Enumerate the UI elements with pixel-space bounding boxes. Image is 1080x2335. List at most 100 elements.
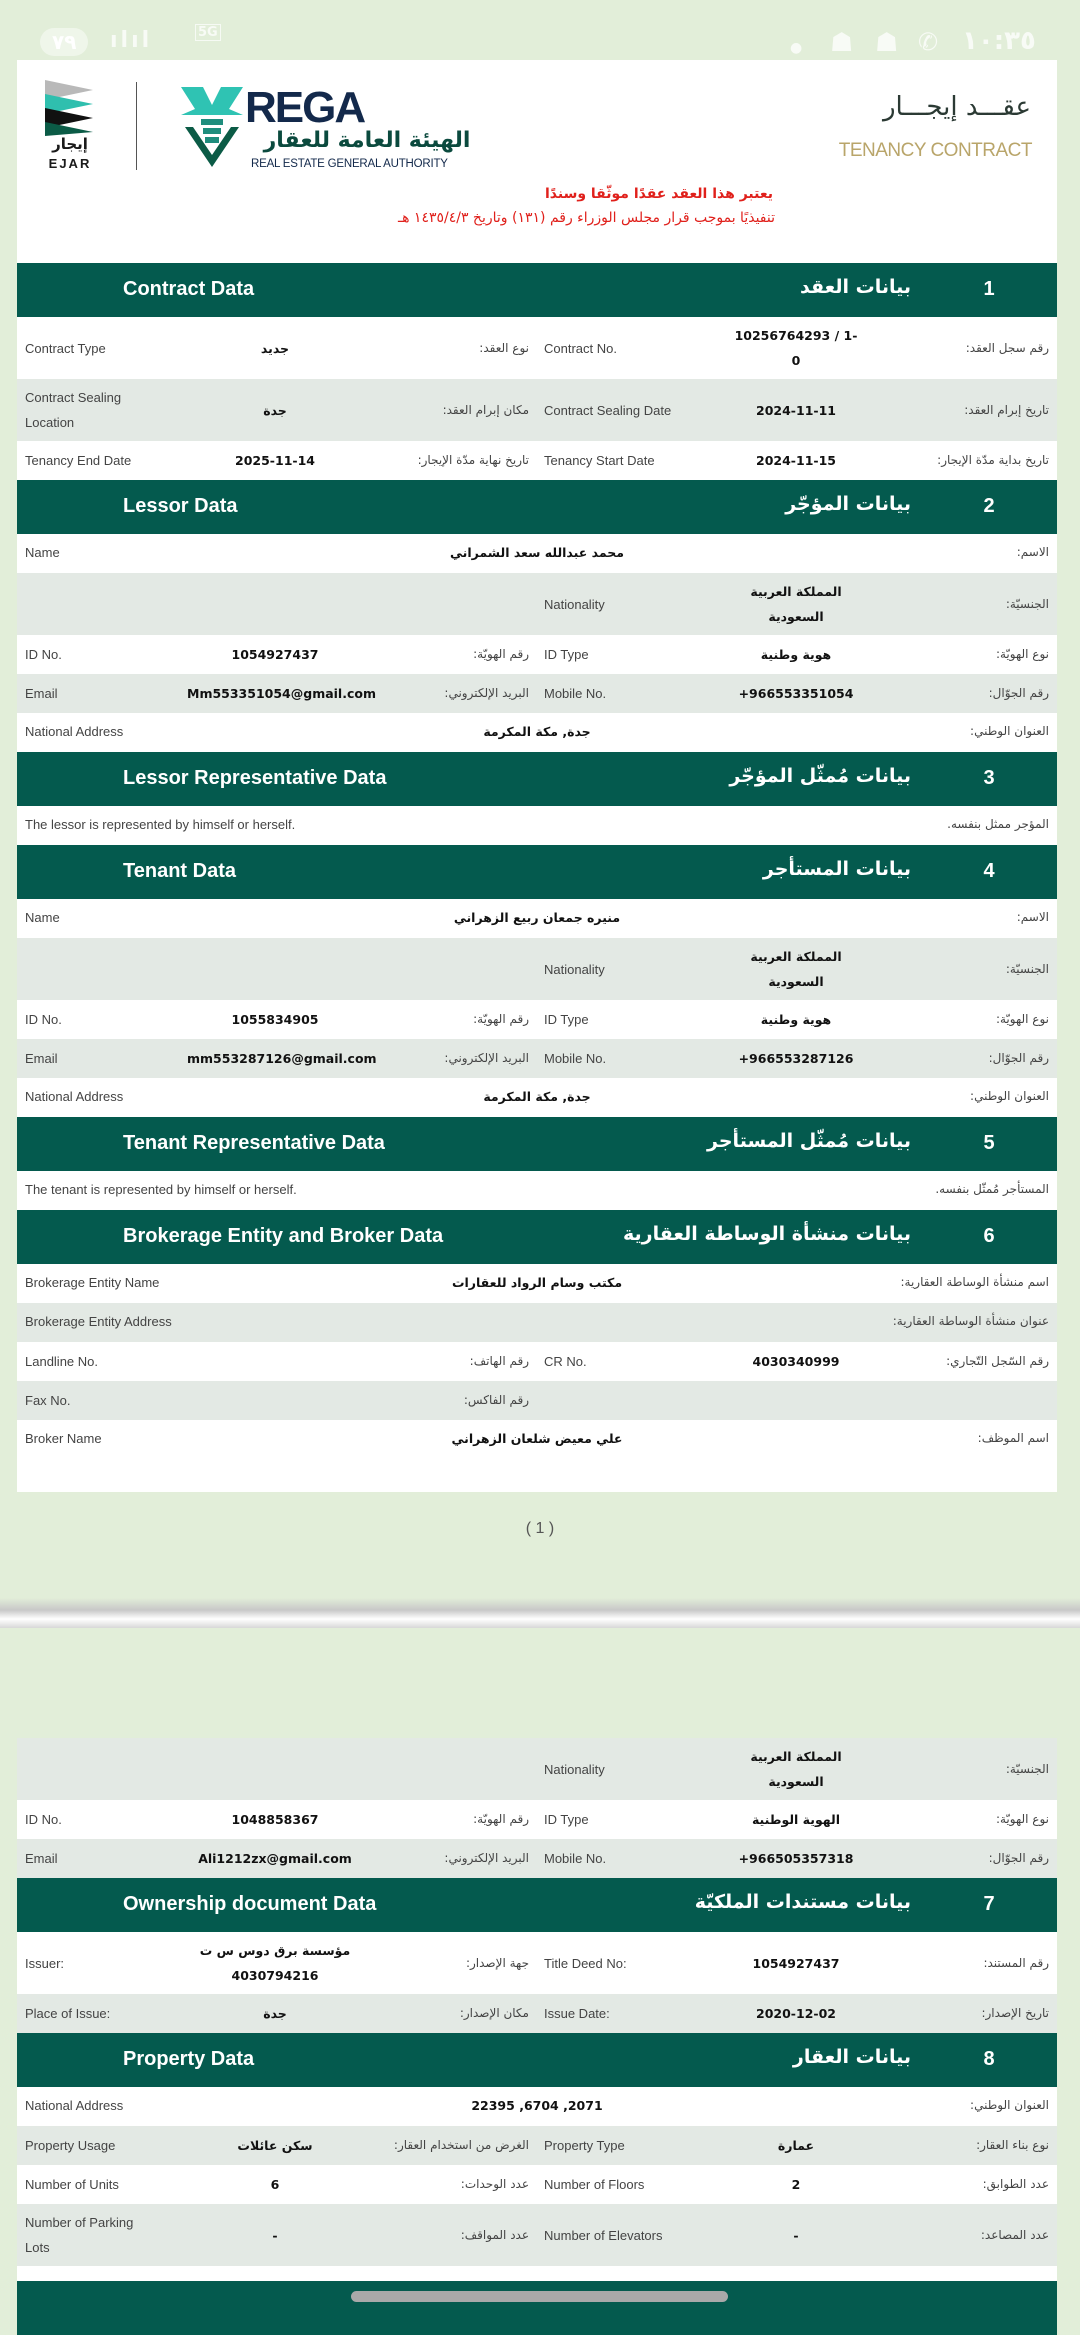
field-label-en: National Address — [25, 724, 124, 739]
rega-emblem-icon — [181, 87, 243, 167]
field-value: 1048858367 — [231, 1812, 319, 1827]
data-row: Brokerage Entity Name مكتب وسام الرواد لل… — [17, 1264, 1057, 1303]
spacer — [1049, 1053, 1057, 1065]
spacer — [1049, 688, 1057, 700]
field-label-en: Mobile No. — [544, 1851, 607, 1866]
field-label-en: Contract Sealing Date — [544, 402, 672, 418]
spacer — [17, 1957, 25, 1969]
spacer — [529, 455, 544, 467]
section-header: Contract Data بيانات العقد 1 — [17, 263, 1057, 317]
spacer — [17, 1053, 25, 1065]
field-value: +966553351054 — [738, 686, 854, 701]
section-title-ar: بيانات مُمثّل المستأجر — [707, 1130, 911, 1152]
section-title-ar: بيانات العقار — [792, 2046, 911, 2068]
field-value: Ali1212zx@gmail.com — [198, 1851, 352, 1866]
field-value: +966505357318 — [738, 1851, 854, 1866]
field-label-ar: رقم الجوّال: — [988, 1851, 1049, 1865]
field-label-ar: جهة الإصدار: — [465, 1955, 529, 1970]
field-label-en: Number of Elevators — [544, 2227, 663, 2243]
field-label-ar: رقم سجل العقد: — [965, 340, 1049, 355]
field-label-en: Tenancy End Date — [25, 453, 132, 468]
field-label-en — [25, 963, 167, 975]
spacer — [1049, 963, 1057, 975]
field-value: مكتب وسام الرواد للعقارات — [451, 1275, 623, 1290]
field-label-ar: الجنسيّة: — [1005, 596, 1049, 611]
field-value: المملكة العربية السعودية — [750, 584, 842, 624]
network-type: 5G — [195, 24, 221, 41]
data-row: Contract Sealing Location جدة مكان إبرام ا… — [17, 379, 1057, 441]
section-title-en: Contract Data — [123, 278, 255, 300]
field-label-ar — [895, 1395, 1049, 1407]
spacer — [529, 1763, 544, 1775]
data-row: Nationality المملكة العربية السعودية الجنس… — [17, 573, 1057, 635]
title-ar: عقـــد إيجـــار — [882, 92, 1031, 122]
field-label-ar: الجنسيّة: — [1005, 1761, 1049, 1776]
field-value: 2071, 6704, 22395 — [471, 2098, 603, 2113]
field-label-ar: اسم الموظف: — [977, 1431, 1049, 1445]
field-label-en: Number of Units — [25, 2177, 119, 2192]
dot-icon: ● — [790, 40, 803, 56]
spacer — [17, 963, 25, 975]
section-title-ar: بيانات منشأة الوساطة العقارية — [622, 1223, 911, 1245]
data-row: Email Mm553351054@gmail.com البريد الإلكتر… — [17, 674, 1057, 713]
section-number: 2 — [983, 495, 995, 517]
title-en: TENANCY CONTRACT — [838, 140, 1033, 161]
spacer — [17, 649, 25, 661]
notice-line-2: تنفيذيًا بموجب قرار مجلس الوزراء رقم (١٣… — [397, 210, 775, 226]
field-label-ar: عدد المصاعد: — [980, 2227, 1049, 2242]
field-label-ar: عدد المواقف: — [460, 2227, 529, 2242]
note-en: The lessor is represented by himself or … — [25, 817, 296, 832]
section-header: Tenant Representative Data بيانات مُمثّل … — [17, 1117, 1057, 1171]
spacer — [529, 2229, 544, 2241]
field-label-en — [25, 1763, 167, 1775]
field-label-ar: رقم الهويّة: — [473, 647, 529, 661]
section-title-en: Property Data — [123, 2048, 255, 2070]
representation-note: The lessor is represented by himself or … — [17, 806, 1057, 845]
field-label-en: Nationality — [544, 961, 605, 977]
horizontal-scrollbar[interactable] — [351, 2291, 728, 2302]
data-row: National Address جدة, مكة المكرمة العنوان … — [17, 713, 1057, 752]
field-label-ar: العنوان الوطني: — [970, 1089, 1049, 1103]
field-value: محمد عبدالله سعد الشمراني — [450, 545, 624, 560]
section-number: 1 — [983, 278, 995, 300]
section-number: 5 — [983, 1132, 995, 1154]
field-label-en: ID No. — [25, 1812, 62, 1827]
blank-row — [17, 2266, 1057, 2281]
field-value: المملكة العربية السعودية — [750, 949, 842, 989]
spacer — [17, 404, 25, 416]
field-value: 1054927437 — [752, 1955, 840, 1971]
spacer — [17, 342, 25, 354]
section-title-ar: بيانات مستندات الملكيّة — [694, 1891, 911, 1913]
field-value: عمارة — [777, 2138, 815, 2153]
field-value: 2024-11-15 — [756, 453, 836, 468]
field-value: - — [272, 2227, 278, 2243]
rega-logo-text: REGA — [245, 83, 366, 132]
field-label-ar: رقم الجوّال: — [988, 1051, 1049, 1065]
section-number: 6 — [983, 1225, 995, 1247]
document-header: إيجار EJAR REGA الهيئة العامة للعقار REA… — [17, 60, 1057, 264]
field-label-ar: الاسم: — [1016, 545, 1049, 559]
field-value — [167, 1395, 383, 1407]
note-en: The tenant is represented by himself or … — [25, 1182, 297, 1197]
ejar-logo-icon — [45, 80, 93, 136]
field-value: 1054927437 — [231, 647, 319, 662]
field-label-en: Name — [25, 910, 60, 925]
field-label-ar: تاريخ إبرام العقد: — [964, 402, 1049, 417]
field-label-en: ID Type — [544, 647, 589, 662]
field-label-ar: تاريخ الإصدار: — [981, 2006, 1049, 2020]
field-label-en: Issuer: — [25, 1955, 65, 1971]
field-label-ar: اسم منشأة الوساطة العقارية: — [900, 1275, 1049, 1289]
section-title-en: Lessor Data — [123, 495, 238, 517]
spacer — [529, 649, 544, 661]
spacer — [529, 342, 544, 354]
spacer — [1049, 649, 1057, 661]
spacer — [17, 2140, 25, 2152]
spacer — [17, 1014, 25, 1026]
field-value: هوية وطنية — [760, 647, 832, 662]
field-value: Mm553351054@gmail.com — [187, 686, 376, 701]
field-label-ar: البريد الإلكتروني: — [444, 686, 529, 700]
data-row: Place of Issue: جدة مكان الإصدار: Issue Dat… — [17, 1994, 1057, 2033]
field-label-en: Contract Type — [25, 340, 106, 356]
spacer — [1049, 342, 1057, 354]
data-row: Name محمد عبدالله سعد الشمراني الاسم: — [17, 534, 1057, 573]
